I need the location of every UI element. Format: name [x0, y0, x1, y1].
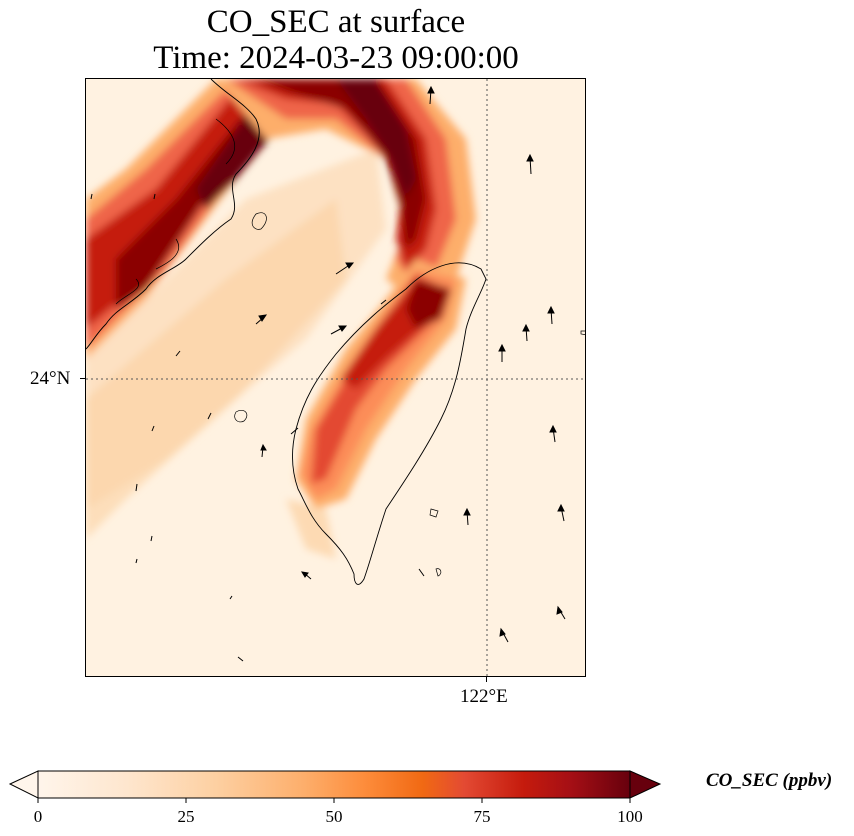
- map-plot-area: [85, 78, 586, 677]
- lat-tick: [80, 378, 85, 379]
- wind-vectors: [90, 85, 566, 662]
- colorbar-min-extend: [8, 770, 39, 799]
- china-coastline: [86, 79, 260, 350]
- map-title: CO_SEC at surface: [206, 4, 466, 40]
- colorbar-tick-25: 25: [177, 807, 195, 826]
- concentration-field: [86, 79, 585, 676]
- lon-label-122e: 122°E: [460, 686, 508, 707]
- colorbar-max-extend: [629, 770, 662, 799]
- colorbar-gradient: [37, 770, 631, 799]
- colorbar: [8, 770, 662, 803]
- colorbar-tick-0: 0: [33, 807, 43, 826]
- lon-tick: [486, 677, 487, 682]
- colorbar-tick-100: 100: [617, 807, 643, 826]
- colorbar-tick-75: 75: [473, 807, 491, 826]
- taiwan-coastline: [292, 262, 487, 585]
- map-time: Time: 2024-03-23 09:00:00: [153, 40, 519, 76]
- lat-label-24n: 24°N: [30, 368, 71, 389]
- colorbar-tick-50: 50: [325, 807, 343, 826]
- colorbar-label: CO_SEC (ppbv): [706, 770, 833, 791]
